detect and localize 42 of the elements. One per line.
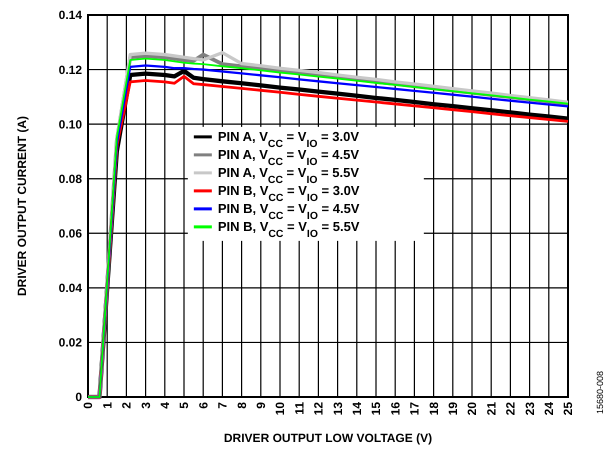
y-tick-label: 0.14 (58, 8, 82, 22)
x-tick-label: 14 (350, 402, 364, 416)
legend-label: PIN A, V$_{CC}$ = V$_{IO}$ = 4.5V (218, 146, 360, 168)
x-tick-label: 8 (234, 402, 249, 409)
x-tick-label: 15 (369, 402, 384, 416)
x-tick-label: 16 (388, 402, 402, 416)
legend-label: PIN B, V$_{CC}$ = V$_{IO}$ = 5.5V (218, 218, 360, 240)
x-tick-label: 20 (465, 402, 480, 416)
x-tick-label: 4 (158, 402, 172, 409)
x-tick-label: 2 (120, 402, 134, 409)
x-tick-label: 5 (177, 402, 192, 409)
x-tick-label: 19 (446, 402, 460, 416)
y-tick-label: 0.08 (58, 172, 82, 186)
y-tick-label: 0.02 (58, 336, 82, 350)
text: 15680-008 (595, 370, 605, 414)
x-tick-label: 23 (522, 402, 537, 416)
legend-label: PIN A, V$_{CC}$ = V$_{IO}$ = 3.0V (218, 128, 360, 150)
x-tick-label: 6 (196, 402, 210, 409)
x-tick-label: 7 (216, 402, 230, 409)
y-tick-label: 0.10 (58, 117, 82, 132)
x-tick-label: 9 (254, 402, 268, 409)
x-tick-label: 24 (542, 402, 556, 416)
x-tick-label: 17 (408, 402, 422, 416)
x-tick-label: 18 (426, 402, 441, 416)
x-tick-label: 13 (330, 402, 345, 416)
legend-label: PIN B, V$_{CC}$ = V$_{IO}$ = 4.5V (218, 200, 360, 222)
y-tick-label: 0.04 (58, 281, 82, 296)
x-tick-label: 22 (504, 402, 518, 416)
y-tick-label: 0.06 (58, 226, 82, 240)
x-tick-label: 3 (138, 402, 153, 409)
x-tick-label: 25 (561, 402, 576, 416)
y-tick-label: 0.12 (58, 62, 82, 77)
x-tick-label: 21 (484, 402, 498, 416)
x-tick-label: 11 (292, 402, 306, 415)
x-tick-label: 1 (100, 402, 114, 409)
legend-label: PIN A, V$_{CC}$ = V$_{IO}$ = 5.5V (218, 164, 360, 186)
x-tick-label: 12 (312, 402, 326, 416)
legend-label: PIN B, V$_{CC}$ = V$_{IO}$ = 3.0V (218, 182, 360, 204)
x-axis-title: DRIVER OUTPUT LOW VOLTAGE (V) (224, 431, 432, 445)
y-axis-title: DRIVER OUTPUT CURRENT (A) (15, 116, 29, 296)
x-tick-label: 10 (273, 402, 288, 416)
x-tick-label: 0 (81, 402, 96, 409)
